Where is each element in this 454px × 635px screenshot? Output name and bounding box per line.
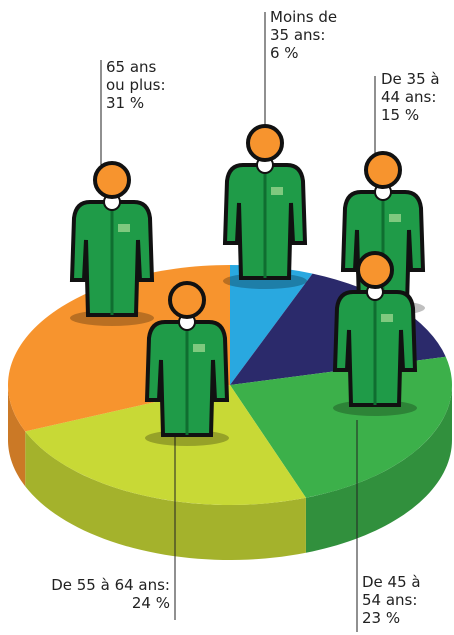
category-label: De 35 à 44 ans:	[381, 70, 440, 106]
category-label: De 55 à 64 ans:	[51, 576, 170, 594]
slice-label: De 55 à 64 ans: 24 %	[10, 576, 170, 612]
value-label: 31 %	[106, 94, 145, 112]
value-label: 15 %	[381, 106, 420, 124]
category-label: Moins de 35 ans:	[270, 8, 338, 44]
pie-slice-side	[305, 385, 452, 553]
slice-label: De 35 à 44 ans: 15 %	[381, 70, 451, 124]
person-figure	[221, 124, 309, 291]
pie-slice	[230, 265, 313, 385]
value-label: 23 %	[362, 609, 401, 627]
category-label: 65 ans ou plus:	[106, 58, 166, 94]
slice-label: 65 ans ou plus: 31 %	[106, 58, 174, 112]
pie-slice	[25, 385, 306, 505]
pie-slice-side	[8, 385, 26, 487]
slice-label: De 45 à 54 ans: 23 %	[362, 573, 432, 627]
pie-slice-side	[25, 431, 306, 560]
value-label: 24 %	[131, 594, 170, 612]
category-label: De 45 à 54 ans:	[362, 573, 421, 609]
slice-label: Moins de 35 ans: 6 %	[270, 8, 360, 62]
value-label: 6 %	[270, 44, 299, 62]
